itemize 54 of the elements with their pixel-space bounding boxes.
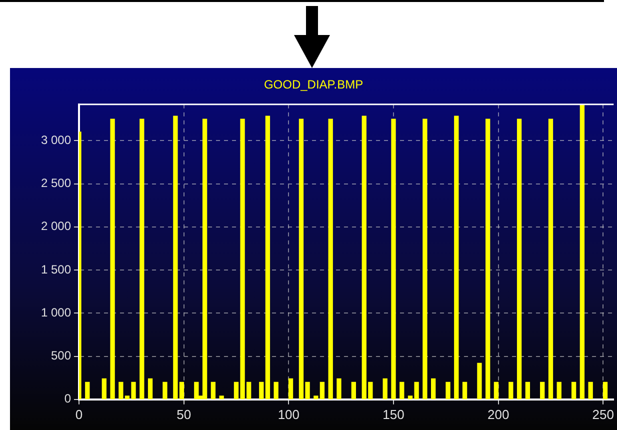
bar	[351, 382, 356, 400]
bar	[571, 382, 576, 400]
x-tick-label: 250	[592, 406, 614, 422]
bar	[462, 382, 468, 400]
y-tick-label: 500	[50, 348, 72, 363]
bar	[508, 382, 514, 400]
bar	[194, 382, 199, 400]
bar	[602, 382, 608, 400]
bar	[274, 382, 278, 400]
bar	[328, 118, 333, 400]
x-tick-label: 50	[176, 406, 192, 422]
bar	[446, 382, 450, 400]
y-tick-label: 0	[64, 392, 72, 406]
bar	[477, 362, 482, 400]
bar	[288, 378, 294, 400]
bar	[102, 378, 106, 400]
y-tick-label: 1 000	[40, 305, 72, 320]
y-tick-label: 3 000	[40, 132, 72, 147]
bar	[516, 118, 522, 400]
bar	[454, 116, 459, 400]
bar	[219, 396, 224, 400]
bar	[148, 378, 153, 400]
bar	[400, 382, 404, 400]
bar	[486, 118, 490, 400]
bar	[525, 382, 530, 400]
x-tick-label: 200	[487, 406, 510, 422]
bar	[431, 378, 436, 400]
bar	[540, 382, 545, 400]
y-tick-label: 2 500	[40, 176, 72, 190]
x-tick-label: 100	[278, 406, 300, 422]
bar	[382, 378, 388, 400]
bar	[85, 382, 90, 400]
bar	[588, 382, 593, 400]
bar	[265, 116, 270, 400]
bar	[259, 382, 264, 400]
bar	[140, 118, 144, 400]
bar	[580, 104, 585, 400]
y-tick-label: 2 000	[40, 219, 72, 234]
bar	[202, 118, 208, 400]
bar	[320, 382, 325, 400]
bar	[556, 382, 562, 400]
bar	[110, 118, 115, 400]
bar	[314, 396, 318, 400]
chart-title: GOOD_DIAP.BMP	[264, 78, 364, 92]
bar	[494, 382, 499, 400]
bar	[336, 378, 342, 400]
bar	[210, 382, 216, 400]
bar	[162, 382, 168, 400]
x-tick-label: 150	[382, 406, 404, 422]
bar	[391, 118, 396, 400]
y-tick-label: 1 500	[40, 262, 72, 276]
bar	[548, 118, 554, 400]
bar	[422, 118, 428, 400]
x-tick-label: 0	[75, 406, 83, 422]
